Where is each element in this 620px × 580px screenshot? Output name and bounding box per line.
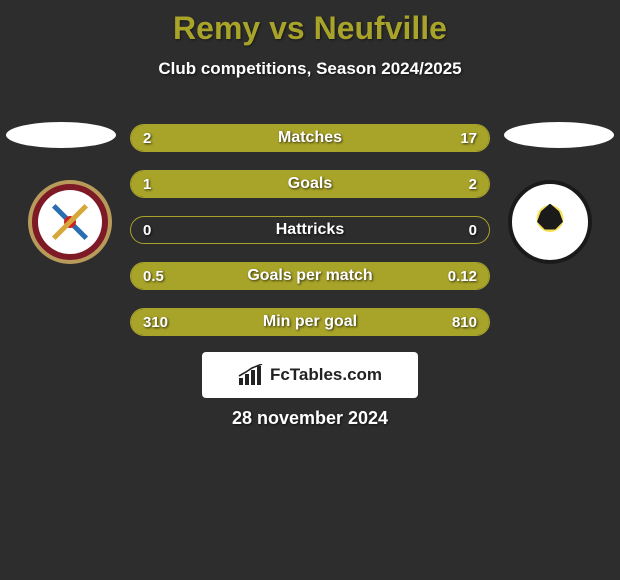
crest-right-inner <box>516 188 584 256</box>
stats-container: 217Matches 12Goals 00Hattricks 0.50.12Goals… <box>130 124 490 354</box>
stat-label: Min per goal <box>131 309 489 335</box>
brand-badge[interactable]: FcTables.com <box>202 352 418 398</box>
crest-left-inner <box>38 190 102 254</box>
stat-label: Hattricks <box>131 217 489 243</box>
date-label: 28 november 2024 <box>0 408 620 429</box>
crest-right-eagle-icon <box>537 204 563 230</box>
stat-bar: 12Goals <box>130 170 490 198</box>
stat-bar: 0.50.12Goals per match <box>130 262 490 290</box>
bar-chart-icon <box>238 364 264 386</box>
club-crest-left <box>28 180 112 264</box>
stat-label: Matches <box>131 125 489 151</box>
stat-bar: 310810Min per goal <box>130 308 490 336</box>
player-photo-placeholder-left <box>6 122 116 148</box>
stat-label: Goals <box>131 171 489 197</box>
brand-text: FcTables.com <box>270 365 382 385</box>
stat-label: Goals per match <box>131 263 489 289</box>
crest-left-dot-icon <box>64 216 76 228</box>
player-photo-placeholder-right <box>504 122 614 148</box>
subtitle: Club competitions, Season 2024/2025 <box>0 59 620 79</box>
page-title: Remy vs Neufville <box>0 0 620 47</box>
club-crest-right <box>508 180 592 264</box>
stat-bar: 217Matches <box>130 124 490 152</box>
stat-bar: 00Hattricks <box>130 216 490 244</box>
crest-left-cross-icon <box>49 201 91 243</box>
